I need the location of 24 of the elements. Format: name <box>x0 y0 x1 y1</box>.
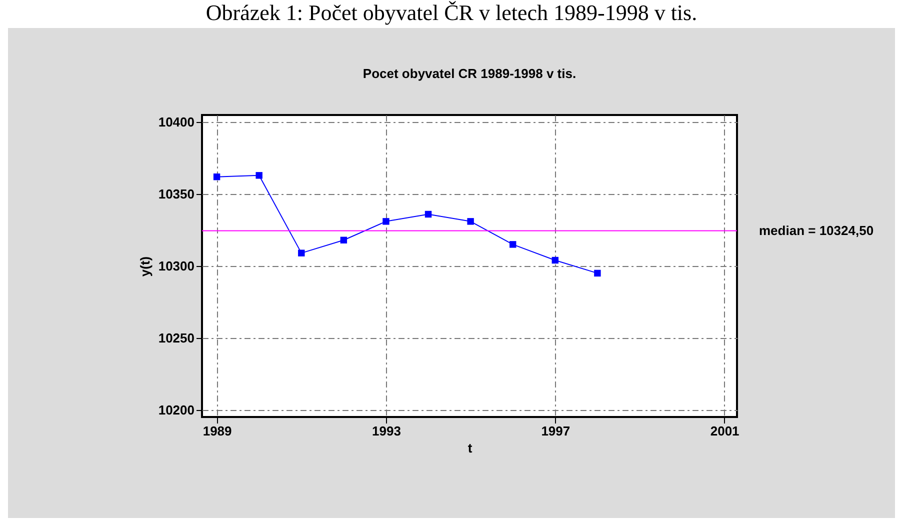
y-tick-label: 10300 <box>158 258 194 274</box>
point <box>256 172 262 179</box>
point <box>213 173 220 180</box>
point <box>424 210 432 218</box>
point <box>298 250 305 256</box>
point <box>509 241 516 248</box>
x-tick-label: 1993 <box>372 424 401 438</box>
point <box>467 218 474 225</box>
chart-title: Pocet obyvatel CR 1989-1998 v tis. <box>362 66 576 81</box>
point <box>340 236 348 244</box>
x-axis-title: t <box>468 440 473 456</box>
x-tick-label: 1989 <box>202 424 232 438</box>
ref-line-label: median = 10324,50 <box>759 222 874 238</box>
y-tick-label: 10250 <box>158 330 194 346</box>
x-tick-label: 1997 <box>541 424 570 438</box>
x-tick-label: 2001 <box>710 424 740 438</box>
y-tick-label: 10350 <box>158 186 194 202</box>
text: Obrázek 1: Počet obyvatel ČR v letech 1989-1998 v tis. <box>204 0 698 27</box>
y-tick-label: 10200 <box>158 402 194 418</box>
point <box>594 270 601 277</box>
point <box>382 218 390 225</box>
point <box>552 256 558 264</box>
y-tick-label: 10400 <box>158 114 194 130</box>
y-axis-title: y(t) <box>137 256 152 277</box>
